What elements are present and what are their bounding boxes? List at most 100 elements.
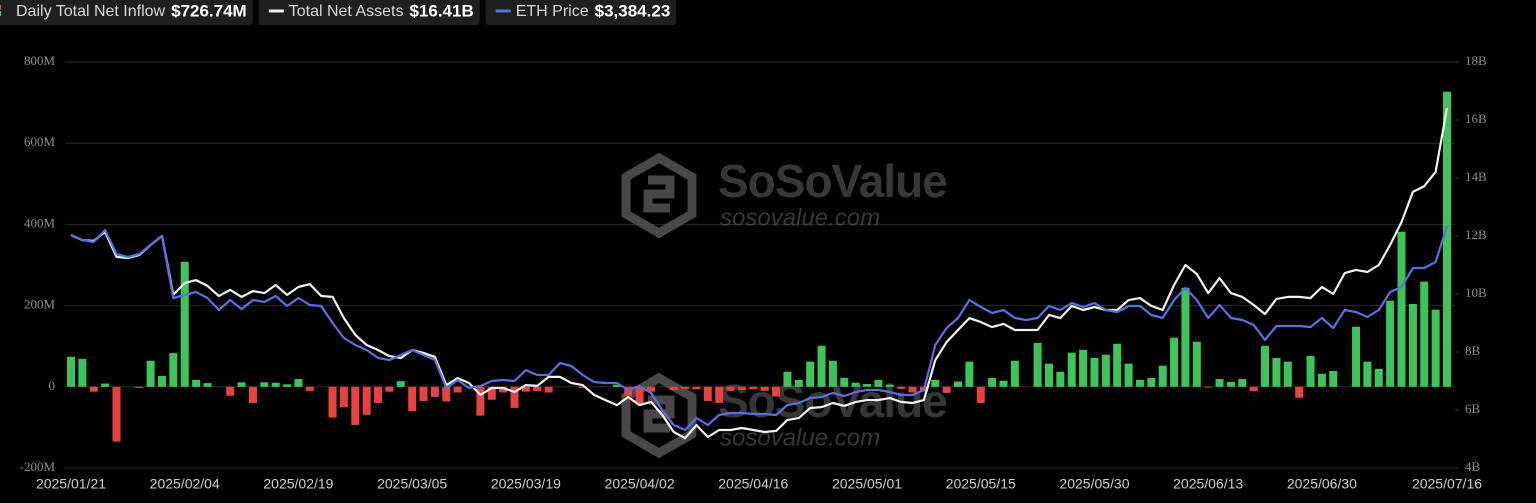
y-tick-label: 600M: [24, 134, 56, 149]
bar: [544, 386, 553, 393]
y2-tick-label: 18B: [1465, 53, 1487, 68]
bar: [374, 386, 383, 404]
bar: [1386, 300, 1395, 387]
bar: [635, 386, 644, 405]
bar: [874, 379, 883, 387]
bar: [362, 386, 371, 415]
x-tick-label: 2025/01/21: [36, 476, 106, 492]
bar: [521, 386, 530, 392]
bar: [1090, 357, 1099, 387]
bar: [89, 386, 98, 392]
bar: [1443, 91, 1451, 387]
watermark: SoSoValue sosovalue.com SoSoValue sosova…: [621, 152, 948, 459]
watermark-logo: [621, 152, 697, 239]
bar: [1079, 349, 1088, 387]
bar: [408, 386, 417, 412]
bar: [260, 382, 269, 387]
y2-tick-label: 8B: [1465, 343, 1481, 358]
legend-swatch: [0, 5, 1, 10]
legend-label: Total Net Assets: [289, 3, 404, 20]
bar: [1283, 361, 1292, 387]
bar: [897, 386, 906, 389]
bar: [726, 386, 735, 391]
bar: [442, 386, 451, 402]
bar: [1295, 386, 1304, 398]
bar: [999, 380, 1008, 387]
legend-swatch: [0, 11, 1, 16]
x-tick-label: 2025/06/13: [1173, 476, 1243, 492]
bar: [271, 382, 280, 387]
bar: [192, 379, 201, 387]
bar: [78, 358, 87, 387]
bar: [794, 379, 803, 387]
bar: [817, 345, 826, 387]
bar: [578, 386, 587, 389]
bar: [612, 384, 621, 387]
bar: [1352, 326, 1361, 387]
watermark-url: sosovalue.com: [720, 204, 880, 231]
x-tick-label: 2025/07/16: [1412, 476, 1482, 492]
bar: [783, 371, 792, 387]
bar: [1215, 379, 1224, 387]
bar: [806, 361, 815, 387]
bar: [1192, 341, 1201, 387]
legend-value: $16.41B: [409, 1, 473, 20]
legend-label: Daily Total Net Inflow: [16, 3, 166, 20]
legend-box: [485, 0, 677, 25]
y2-tick-label: 16B: [1465, 111, 1487, 126]
bar: [339, 386, 348, 408]
bar: [112, 386, 121, 442]
bar: [1374, 368, 1383, 387]
bar: [1261, 345, 1270, 387]
legend-item: Daily Total Net Inflow $726.74M: [0, 0, 253, 25]
bar: [681, 386, 690, 389]
bar: [1238, 379, 1247, 387]
bar: [1135, 379, 1144, 387]
bar: [1147, 377, 1156, 387]
bar: [908, 386, 917, 393]
x-tick-label: 2025/06/30: [1287, 476, 1357, 492]
bar: [305, 386, 314, 391]
bar: [67, 356, 75, 387]
watermark-text: SoSoValue: [718, 155, 947, 207]
bar: [749, 386, 758, 390]
bar: [703, 386, 712, 402]
bar: [101, 383, 110, 387]
x-tick-label: 2025/02/19: [263, 476, 333, 492]
bar: [1033, 342, 1042, 387]
bar: [1204, 386, 1213, 388]
line: [70, 107, 1449, 440]
y-tick-label: 200M: [24, 297, 56, 312]
legend-box: [0, 0, 253, 25]
bar: [1408, 303, 1417, 387]
x-tick-label: 2025/04/16: [718, 476, 788, 492]
bar: [237, 382, 246, 387]
bar: [294, 379, 303, 387]
x-tick-label: 2025/05/15: [946, 476, 1016, 492]
line: [70, 225, 1449, 432]
bar: [772, 386, 781, 397]
watermark-logo: [621, 372, 697, 459]
bar: [146, 360, 155, 387]
bar: [351, 386, 360, 425]
bar: [430, 386, 439, 397]
bar: [669, 386, 678, 391]
bar: [226, 386, 235, 396]
bar: [1249, 386, 1258, 392]
bar: [203, 383, 212, 387]
bar: [1044, 363, 1053, 387]
bar: [840, 377, 849, 387]
y-tick-label: 400M: [24, 215, 56, 230]
y-tick-label: 800M: [24, 53, 56, 68]
y2-tick-label: 10B: [1465, 285, 1487, 300]
bar: [533, 386, 542, 391]
x-tick-label: 2025/05/01: [832, 476, 902, 492]
legend-value: $726.74M: [171, 1, 247, 20]
y2-tick-label: 4B: [1465, 459, 1481, 474]
plot-area: [67, 91, 1451, 442]
bar: [169, 353, 178, 387]
y-tick-label: 0: [49, 378, 56, 393]
bar: [692, 386, 701, 390]
bar: [499, 386, 508, 393]
